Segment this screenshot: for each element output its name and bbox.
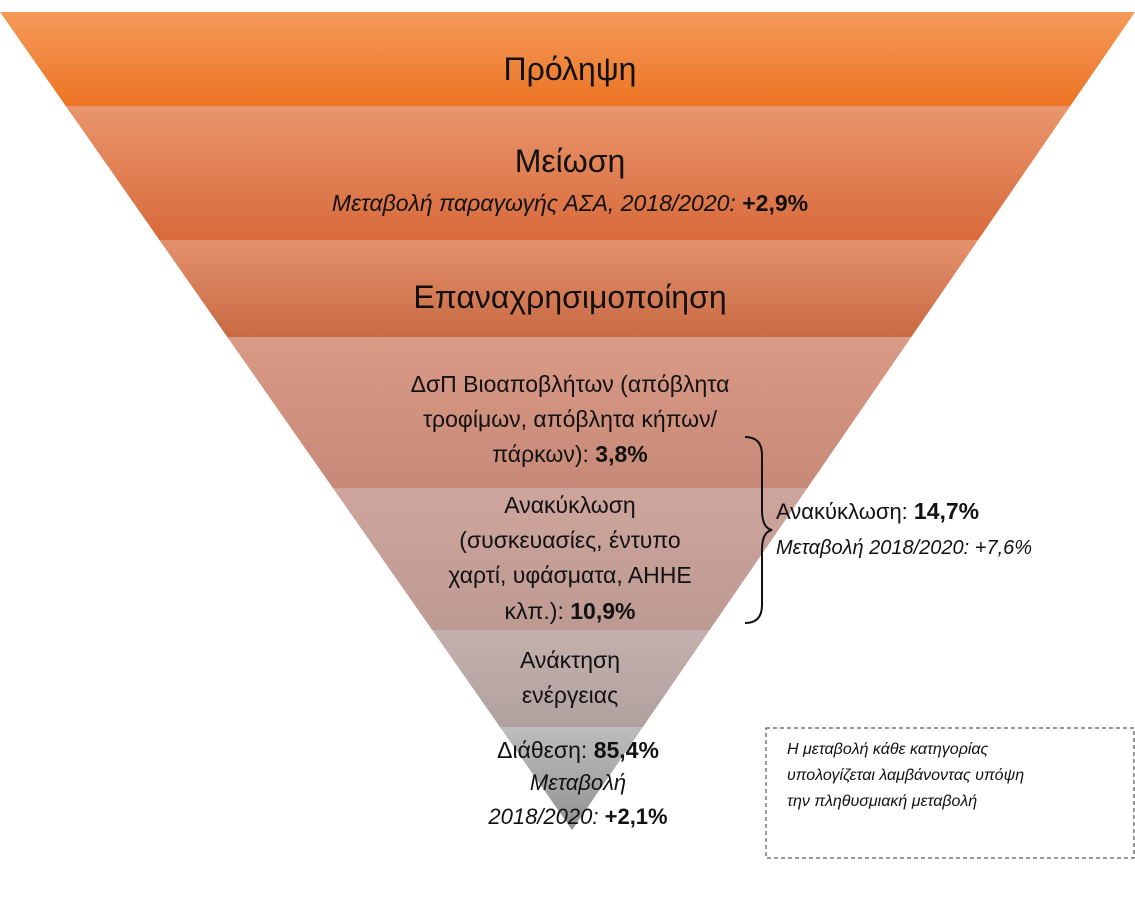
level-note: Μεταβολή παραγωγής ΑΣΑ, 2018/2020: +2,9% — [332, 190, 808, 216]
value: +2,9% — [742, 190, 808, 216]
band — [0, 12, 1135, 106]
footnote-box — [765, 727, 1135, 859]
text: κλπ.): — [505, 598, 564, 624]
recycling-total: Ανακύκλωση: 14,7% — [776, 498, 979, 524]
line: τροφίμων, απόβλητα κήπων/ — [423, 406, 718, 432]
line: 2018/2020: +2,1% — [487, 804, 667, 829]
line: Ανάκτηση — [520, 647, 620, 673]
recycling-note: Μεταβολή 2018/2020: +7,6% — [776, 537, 1032, 559]
level-title: Μείωση — [515, 143, 626, 179]
value: 3,8% — [595, 441, 647, 467]
line: (συσκευασίες, έντυπο — [459, 527, 680, 553]
line: Μεταβολή — [530, 770, 626, 795]
footnote-line: υπολογίζεται λαμβάνοντας υπόψη — [787, 767, 1024, 784]
line: κλπ.): 10,9% — [505, 598, 636, 624]
footnote-line: την πληθυσμιακή μεταβολή — [787, 793, 977, 810]
brace — [744, 436, 773, 624]
value: 14,7% — [914, 498, 979, 524]
footnote-line: Η μεταβολή κάθε κατηγορίας — [787, 741, 989, 758]
line: χαρτί, υφάσματα, ΑΗΗΕ — [448, 562, 692, 588]
line: πάρκων): 3,8% — [492, 441, 647, 467]
band — [0, 630, 1135, 727]
labels: Πρόληψη Μείωση Μεταβολή παραγωγής ΑΣΑ, 2… — [332, 51, 808, 829]
text: πάρκων): — [492, 441, 589, 467]
note: Μεταβολή παραγωγής ΑΣΑ, 2018/2020: — [332, 190, 736, 216]
level-title: Επαναχρησιμοποίηση — [413, 279, 726, 315]
line: Ανακύκλωση — [504, 492, 635, 518]
value: 10,9% — [570, 598, 635, 624]
value: +2,1% — [605, 804, 668, 829]
line: ΔσΠ Βιοαποβλήτων (απόβλητα — [411, 371, 730, 397]
level-title: Πρόληψη — [504, 51, 637, 87]
text: Ανακύκλωση: — [776, 499, 908, 524]
line: ενέργειας — [522, 682, 618, 708]
value: 85,4% — [594, 737, 659, 763]
text: 2018/2020: — [487, 804, 598, 829]
line: Διάθεση: 85,4% — [497, 737, 659, 763]
text: Διάθεση: — [497, 737, 587, 763]
band — [0, 106, 1135, 240]
